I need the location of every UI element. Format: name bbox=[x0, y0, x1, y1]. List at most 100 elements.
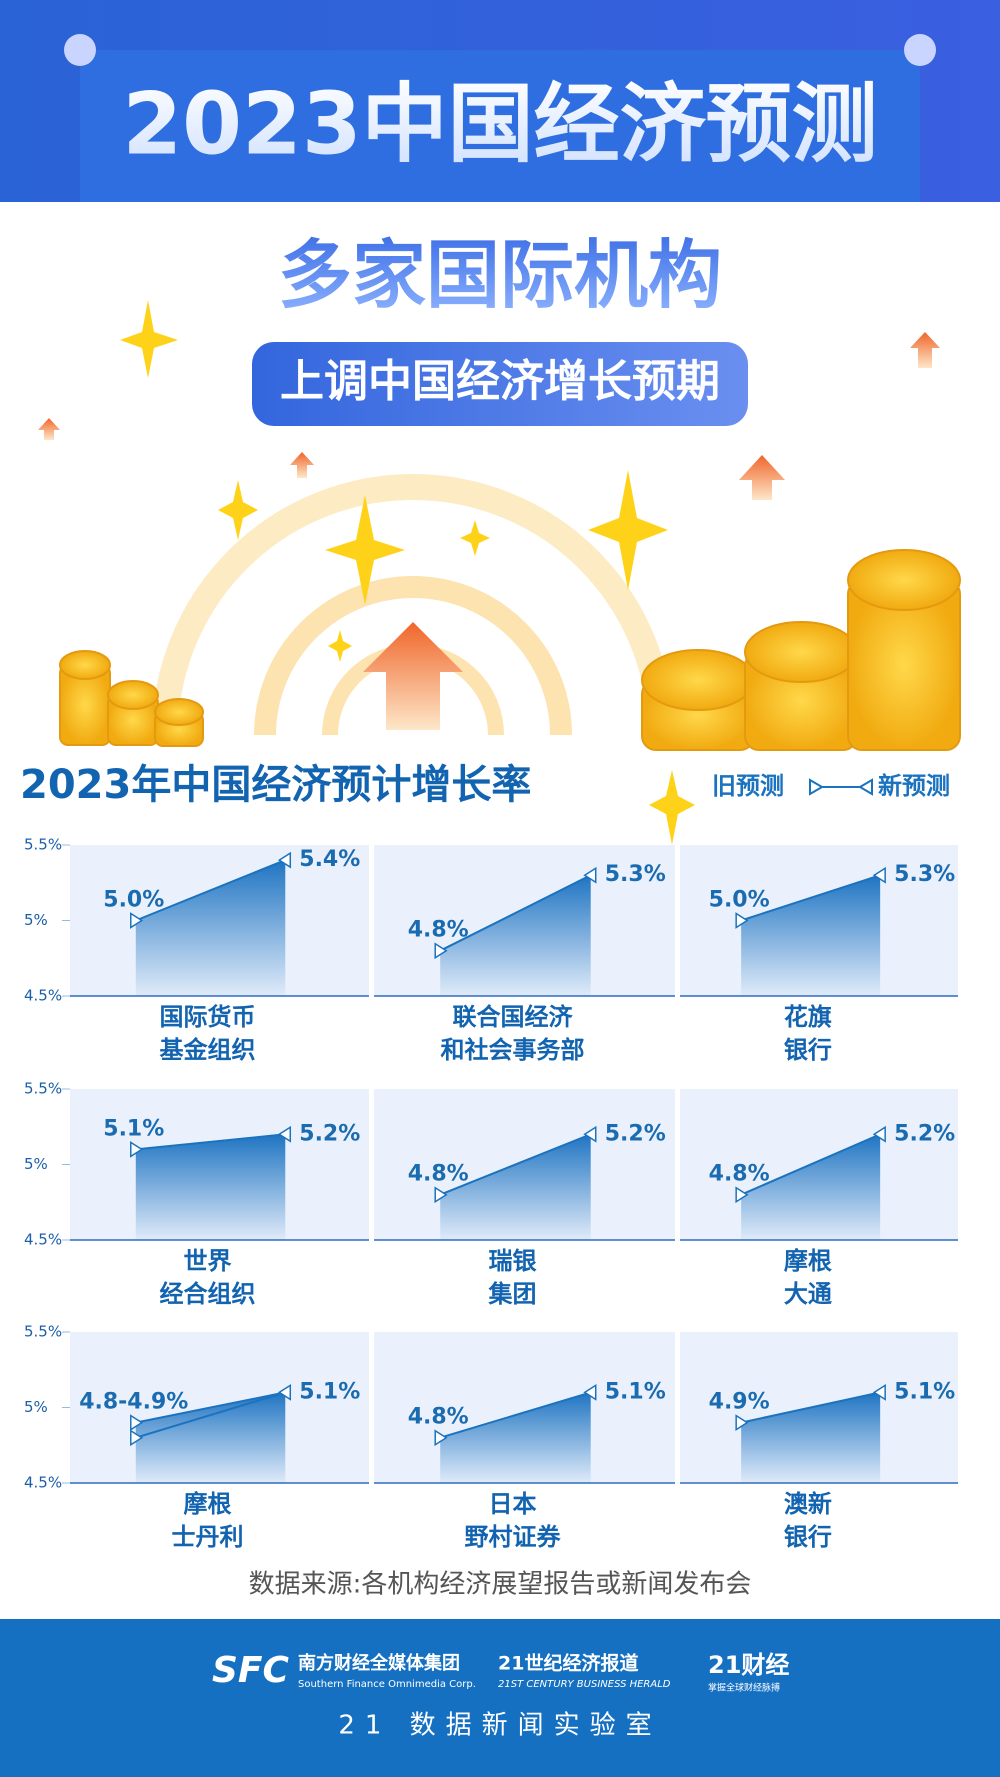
value-label: 5.3% bbox=[605, 862, 666, 887]
line bbox=[135, 1391, 286, 1424]
line bbox=[135, 1391, 286, 1439]
marker-new bbox=[872, 1125, 886, 1143]
value-label: 5.0% bbox=[709, 888, 770, 913]
y-tick-label: 5% bbox=[24, 911, 48, 929]
chart-title: 银行 bbox=[784, 1523, 832, 1551]
marker-old bbox=[434, 1186, 448, 1204]
chart-title: 集团 bbox=[487, 1280, 536, 1308]
chart-title: 摩根 bbox=[784, 1247, 832, 1275]
marker-new bbox=[583, 866, 597, 884]
value-label: 4.8% bbox=[709, 1162, 770, 1187]
legend-label: 旧预测 bbox=[712, 772, 784, 800]
value-label: 4.8-4.9% bbox=[79, 1390, 188, 1415]
value-label: 4.9% bbox=[709, 1390, 770, 1415]
value-label: 5.1% bbox=[605, 1379, 666, 1404]
y-tick-label: 5.5% bbox=[24, 1323, 62, 1341]
y-tick-label: 4.5% bbox=[24, 1231, 62, 1249]
chart-title: 经合组织 bbox=[160, 1280, 256, 1308]
value-label: 5.3% bbox=[894, 862, 955, 887]
logo: SFC bbox=[212, 1650, 290, 1691]
y-tick-label: 4.5% bbox=[24, 987, 62, 1005]
chart-title: 联合国经济 bbox=[452, 1003, 573, 1031]
source-note: 数据来源:各机构经济展望报告或新闻发布会 bbox=[249, 1570, 752, 1600]
chart-title: 和社会事务部 bbox=[440, 1036, 584, 1064]
marker-old bbox=[130, 1429, 144, 1447]
area bbox=[741, 875, 881, 996]
value-label: 5.1% bbox=[103, 1116, 164, 1141]
marker-new bbox=[583, 1384, 597, 1401]
chart-title: 大通 bbox=[784, 1280, 832, 1308]
line bbox=[135, 1133, 286, 1151]
chart-title: 摩根 bbox=[184, 1490, 232, 1518]
value-label: 4.8% bbox=[408, 1162, 469, 1187]
logo: 掌握全球财经脉搏 bbox=[708, 1682, 780, 1694]
marker-new bbox=[277, 1384, 292, 1401]
y-tick-label: 5.5% bbox=[24, 1080, 62, 1098]
value-label: 4.8% bbox=[408, 1405, 469, 1430]
logo: 21世纪经济报道 bbox=[498, 1652, 638, 1675]
marker-new bbox=[872, 1384, 886, 1401]
marker-old bbox=[735, 1186, 749, 1204]
chart-title: 野村证券 bbox=[464, 1523, 561, 1551]
footer-band bbox=[0, 1619, 1000, 1777]
value-label: 5.2% bbox=[299, 1121, 360, 1146]
area bbox=[440, 875, 591, 996]
area bbox=[135, 1134, 286, 1240]
marker-new bbox=[583, 1125, 597, 1143]
marker-old bbox=[130, 1414, 144, 1431]
value-label: 5.2% bbox=[605, 1121, 666, 1146]
decor-orb bbox=[64, 34, 96, 66]
header-panel bbox=[80, 50, 920, 202]
marker-old bbox=[735, 912, 749, 929]
chart-title: 花旗 bbox=[784, 1003, 832, 1031]
section-title: 2023年中国经济预计增长率 bbox=[20, 762, 531, 808]
area bbox=[440, 1134, 591, 1240]
logo: 21财经 bbox=[708, 1651, 789, 1679]
marker-old bbox=[434, 1429, 448, 1447]
marker-old bbox=[735, 1414, 749, 1431]
area bbox=[440, 1392, 591, 1483]
decor-orb bbox=[904, 34, 936, 66]
chart-title: 银行 bbox=[784, 1036, 832, 1064]
area bbox=[741, 1134, 881, 1240]
value-label: 5.2% bbox=[894, 1121, 955, 1146]
chart-title: 澳新 bbox=[784, 1490, 832, 1518]
marker-old bbox=[434, 942, 448, 960]
subheadline: 上调中国经济增长预期 bbox=[280, 356, 720, 407]
line bbox=[135, 859, 286, 922]
legend-label: 新预测 bbox=[878, 772, 950, 800]
y-tick-label: 5% bbox=[24, 1398, 48, 1416]
line bbox=[740, 874, 881, 922]
chart-title: 基金组织 bbox=[160, 1036, 256, 1064]
value-label: 5.0% bbox=[103, 888, 164, 913]
logo: Southern Finance Omnimedia Corp. bbox=[298, 1679, 476, 1690]
subheadline-pill bbox=[252, 342, 748, 426]
marker-old bbox=[130, 1141, 144, 1158]
lab-name: 21 数据新闻实验室 bbox=[338, 1711, 661, 1741]
line bbox=[740, 1391, 881, 1424]
logo: 南方财经全媒体集团 bbox=[298, 1652, 460, 1674]
marker-old bbox=[130, 912, 144, 929]
logo: 21ST CENTURY BUSINESS HERALD bbox=[498, 1679, 671, 1690]
line bbox=[740, 1133, 881, 1196]
chart-title: 瑞银 bbox=[488, 1247, 537, 1275]
line bbox=[439, 1133, 592, 1196]
headline: 多家国际机构 bbox=[278, 233, 722, 319]
legend-symbol bbox=[809, 778, 873, 796]
y-tick-label: 5% bbox=[24, 1155, 48, 1173]
value-label: 5.4% bbox=[299, 847, 360, 872]
line bbox=[439, 874, 592, 952]
marker-new bbox=[277, 851, 292, 869]
chart-title: 日本 bbox=[488, 1490, 536, 1518]
value-label: 4.8% bbox=[408, 918, 469, 943]
marker-new bbox=[872, 866, 886, 884]
page-title: 2023中国经济预测 bbox=[122, 74, 877, 174]
decoration bbox=[38, 300, 961, 845]
y-tick-label: 4.5% bbox=[24, 1474, 62, 1492]
line bbox=[439, 1391, 592, 1439]
value-label: 5.1% bbox=[894, 1379, 955, 1404]
value-label: 5.1% bbox=[299, 1379, 360, 1404]
area bbox=[135, 860, 286, 996]
